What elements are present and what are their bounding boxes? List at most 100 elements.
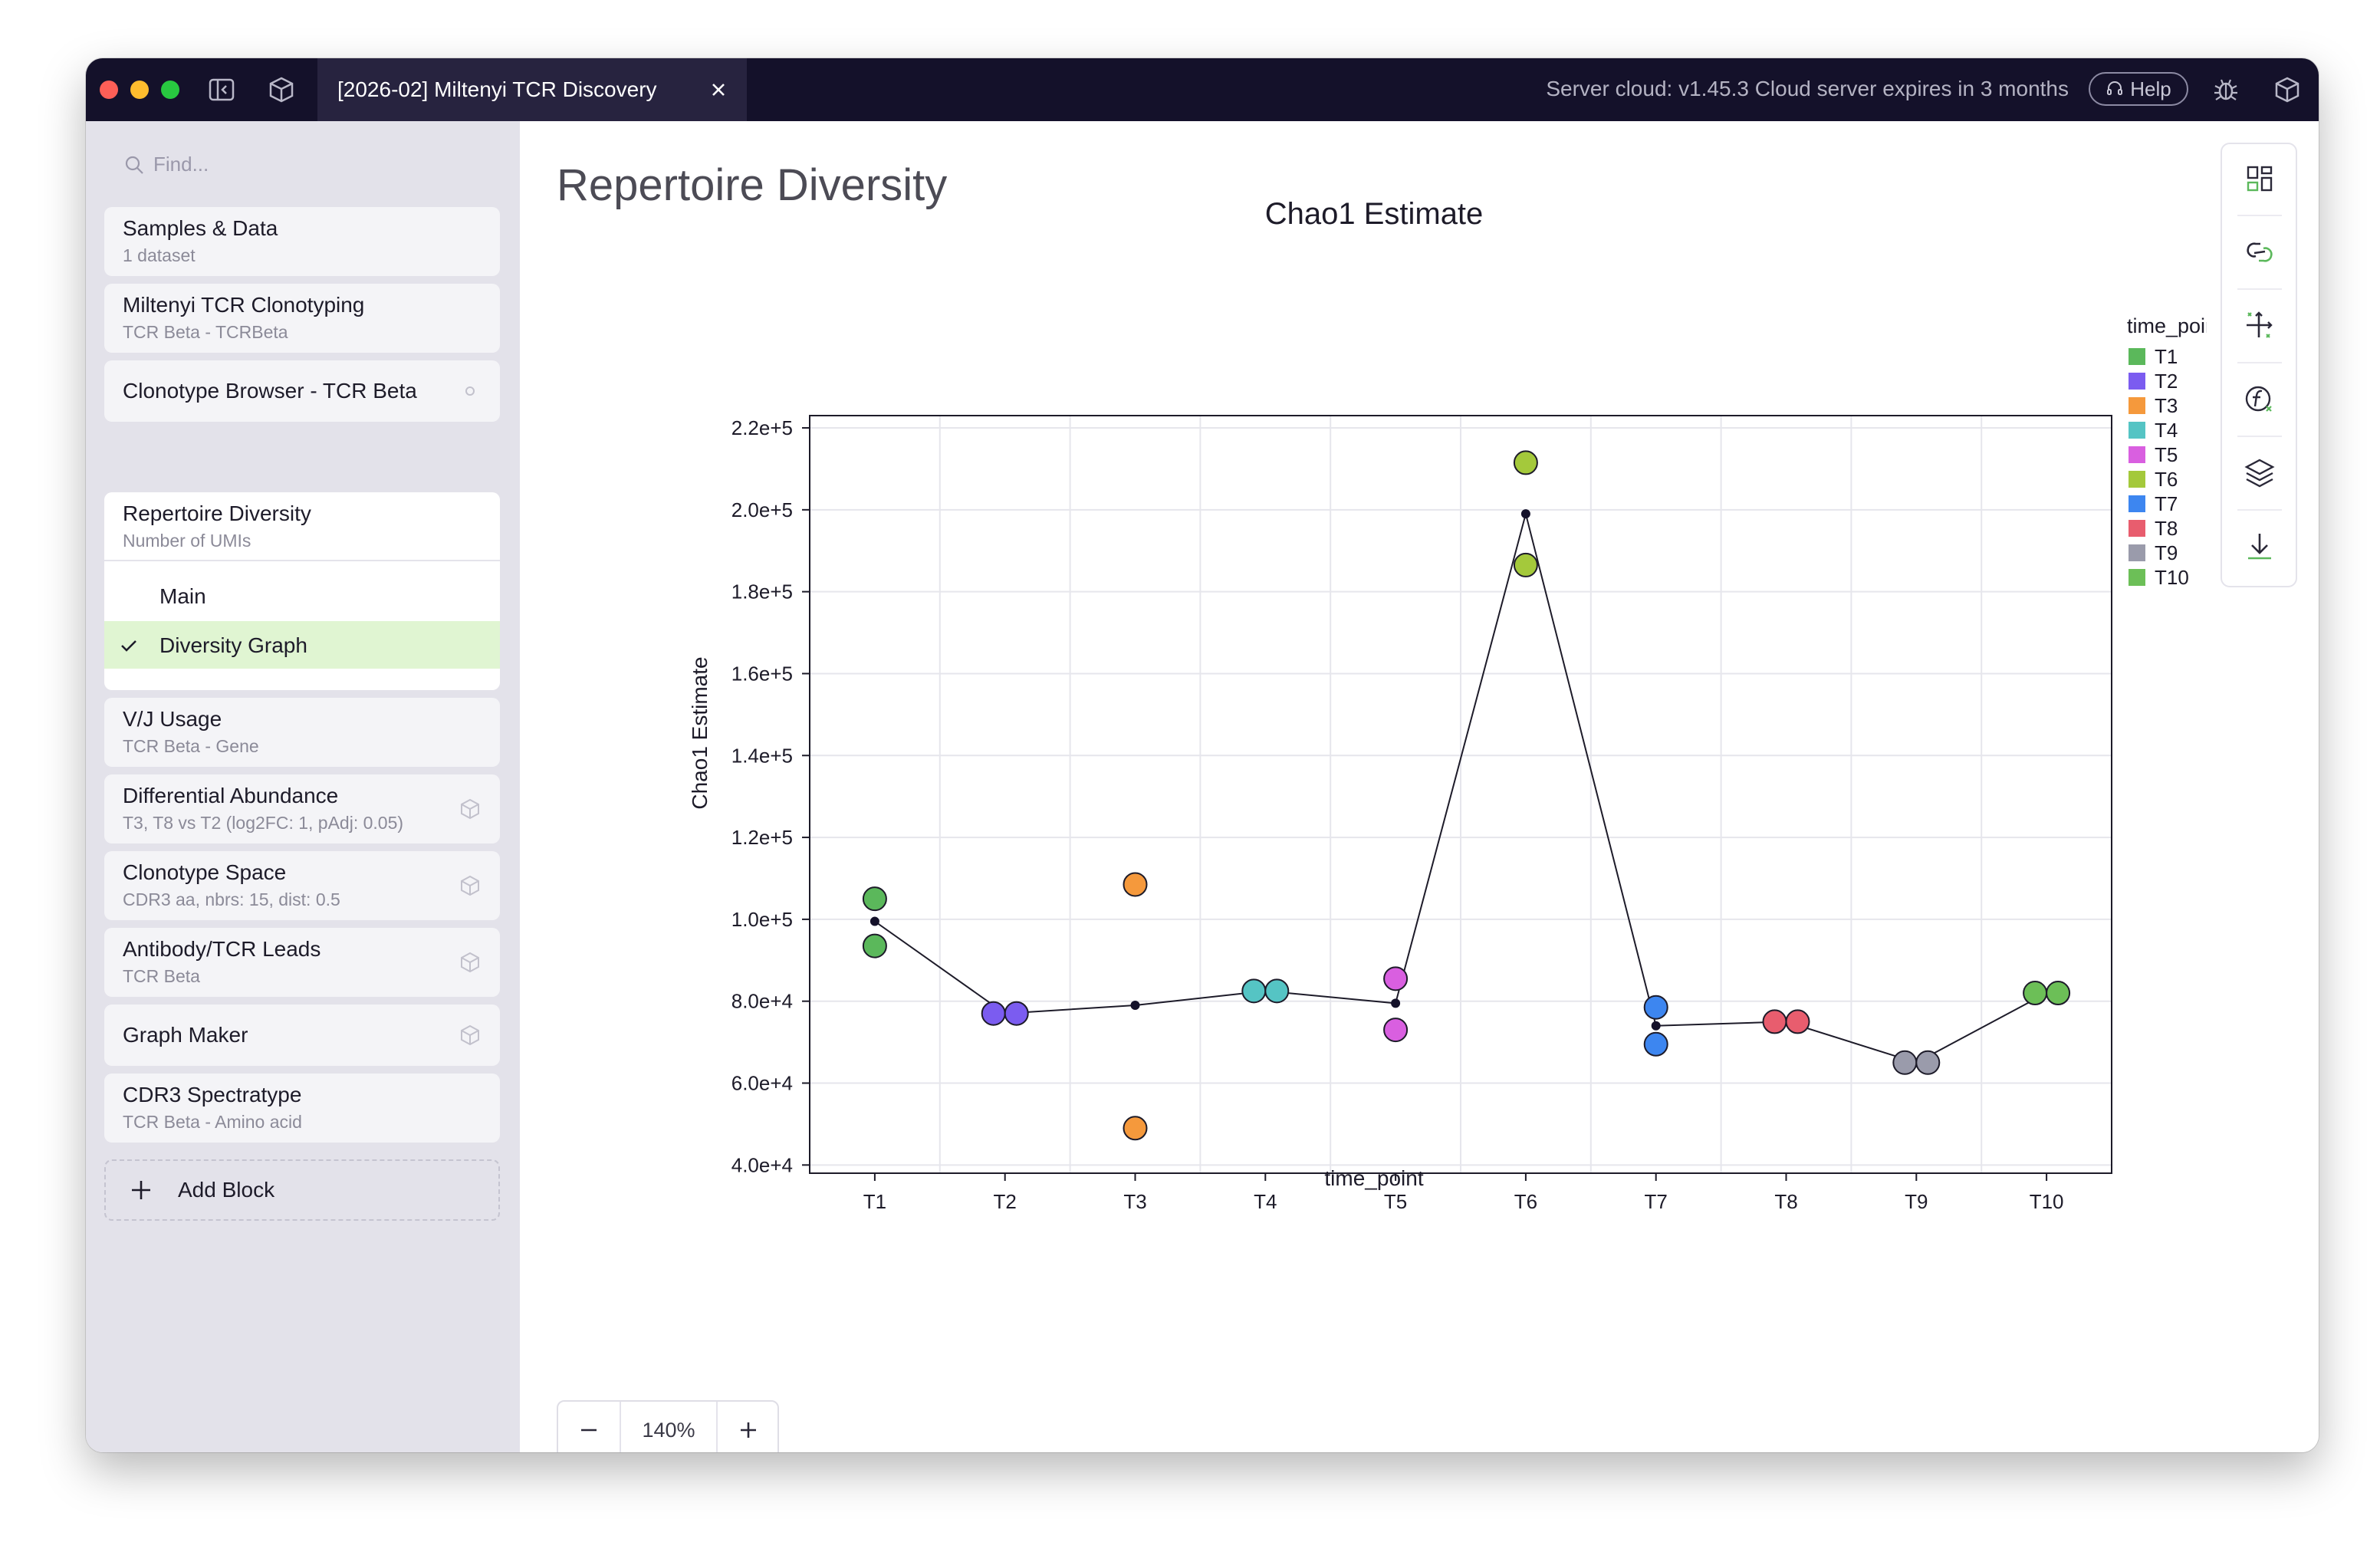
close-tab-icon[interactable] xyxy=(707,78,730,101)
main-content: Repertoire Diversity Chao1 Estimate 4.0e… xyxy=(520,121,2319,1452)
zoom-in-button[interactable] xyxy=(718,1402,779,1452)
mean-marker xyxy=(1651,1021,1661,1031)
chart-ticks: 4.0e+4 6.0e+4 8.0e+4 1.0e+5 1.2e+5 1.4e+5 1.6e… xyxy=(731,416,2064,1213)
x-tick-label: T4 xyxy=(1254,1190,1277,1213)
close-window-button[interactable] xyxy=(100,81,118,99)
y-tick-label: 4.0e+4 xyxy=(731,1153,793,1176)
block-subtitle: T3, T8 vs T2 (log2FC: 1, pAdj: 0.05) xyxy=(123,813,404,833)
data-point-t6 xyxy=(1513,450,1538,475)
mean-marker xyxy=(1520,509,1530,519)
data-point-t4 xyxy=(1241,978,1267,1004)
headset-icon xyxy=(2107,81,2123,95)
y-tick-label: 6.0e+4 xyxy=(731,1072,793,1095)
x-tick-label: T3 xyxy=(1123,1190,1146,1213)
page-title: Repertoire Diversity xyxy=(557,160,948,210)
legend-label: T4 xyxy=(2155,419,2178,442)
maximize-window-button[interactable] xyxy=(161,81,179,99)
data-point-t9 xyxy=(1892,1050,1918,1075)
legend-swatch xyxy=(2129,397,2145,414)
block-clonotype-space[interactable]: Clonotype Space CDR3 aa, nbrs: 15, dist:… xyxy=(104,851,500,920)
block-differential-abundance[interactable]: Differential Abundance T3, T8 vs T2 (log… xyxy=(104,774,500,843)
data-point-t4 xyxy=(1264,978,1290,1004)
mean-line-path xyxy=(874,511,2047,1064)
toolbar-separator xyxy=(2237,436,2282,437)
bug-icon[interactable] xyxy=(2211,75,2240,104)
block-samples-data[interactable]: Samples & Data 1 dataset xyxy=(104,207,500,276)
minimize-window-button[interactable] xyxy=(130,81,149,99)
legend-label: T7 xyxy=(2155,492,2178,515)
block-title: Repertoire Diversity xyxy=(123,501,311,525)
legend-title: time_point xyxy=(2127,314,2207,337)
mean-marker xyxy=(1130,1001,1140,1011)
toolbar-separator xyxy=(2237,509,2282,511)
block-title: Graph Maker xyxy=(123,1023,248,1047)
sidebar: Samples & Data 1 dataset Miltenyi TCR Cl… xyxy=(86,121,520,1452)
data-point-t7 xyxy=(1643,995,1668,1020)
function-icon[interactable] xyxy=(2240,380,2279,419)
status-dot-icon xyxy=(465,386,475,396)
project-tab[interactable]: [2026-02] Miltenyi TCR Discovery xyxy=(317,58,747,121)
data-point-t6 xyxy=(1513,552,1538,577)
help-button[interactable]: Help xyxy=(2089,72,2188,106)
x-tick-label: T7 xyxy=(1645,1190,1668,1213)
project-cube-icon[interactable] xyxy=(267,75,296,104)
y-tick-label: 1.8e+5 xyxy=(731,580,793,603)
block-repertoire-diversity[interactable]: Repertoire Diversity Number of UMIs Main… xyxy=(104,492,500,690)
block-cdr3-spectratype[interactable]: CDR3 Spectratype TCR Beta - Amino acid xyxy=(104,1074,500,1143)
data-point-t1 xyxy=(862,933,887,958)
package-icon[interactable] xyxy=(2273,75,2302,104)
block-vj-usage[interactable]: V/J Usage TCR Beta - Gene xyxy=(104,698,500,767)
add-block-label: Add Block xyxy=(178,1178,275,1202)
y-tick-label: 2.2e+5 xyxy=(731,416,793,439)
block-title: Miltenyi TCR Clonotyping xyxy=(123,293,365,317)
title-bar: [2026-02] Miltenyi TCR Discovery Server … xyxy=(86,58,2319,121)
data-point-t8 xyxy=(1785,1009,1810,1034)
download-icon[interactable] xyxy=(2240,528,2279,566)
legend-swatch xyxy=(2129,348,2145,365)
toolbar-separator xyxy=(2237,362,2282,363)
subitem-label: Diversity Graph xyxy=(159,633,307,657)
data-points xyxy=(862,450,2071,1141)
legend-label: T9 xyxy=(2155,541,2178,564)
block-antibody-tcr-leads[interactable]: Antibody/TCR Leads TCR Beta xyxy=(104,928,500,997)
block-subtitle: TCR Beta - TCRBeta xyxy=(123,322,288,342)
block-subtitle: CDR3 aa, nbrs: 15, dist: 0.5 xyxy=(123,889,340,909)
x-tick-label: T9 xyxy=(1905,1190,1928,1213)
block-clonotype-browser[interactable]: Clonotype Browser - TCR Beta xyxy=(104,360,500,422)
subitem-main[interactable]: Main xyxy=(104,572,500,620)
link-icon[interactable] xyxy=(2240,233,2279,271)
zoom-out-button[interactable] xyxy=(558,1402,620,1452)
data-point-t8 xyxy=(1762,1009,1787,1034)
data-point-t10 xyxy=(2023,981,2048,1006)
y-tick-label: 1.2e+5 xyxy=(731,826,793,849)
legend-label: T6 xyxy=(2155,468,2178,491)
block-tcr-clonotyping[interactable]: Miltenyi TCR Clonotyping TCR Beta - TCRB… xyxy=(104,284,500,353)
legend-swatch xyxy=(2129,520,2145,537)
layers-icon[interactable] xyxy=(2240,454,2279,492)
tab-title: [2026-02] Miltenyi TCR Discovery xyxy=(337,77,657,101)
add-block-button[interactable]: Add Block xyxy=(104,1159,500,1221)
axes-icon[interactable] xyxy=(2240,307,2279,345)
data-point-t10 xyxy=(2046,981,2071,1006)
block-title: Antibody/TCR Leads xyxy=(123,937,321,961)
x-axis-label: time_point xyxy=(1324,1166,1423,1190)
subitem-label: Main xyxy=(159,584,206,608)
y-tick-label: 1.4e+5 xyxy=(731,744,793,767)
toggle-sidebar-icon[interactable] xyxy=(207,75,236,104)
subitem-diversity-graph[interactable]: Diversity Graph xyxy=(104,621,500,669)
toolbar-separator xyxy=(2237,215,2282,216)
block-graph-maker[interactable]: Graph Maker xyxy=(104,1005,500,1066)
search-input[interactable] xyxy=(152,152,385,177)
legend-label: T10 xyxy=(2155,566,2189,589)
search-box[interactable] xyxy=(123,152,385,177)
legend-swatch xyxy=(2129,422,2145,439)
layout-grid-icon[interactable] xyxy=(2240,159,2279,198)
cube-icon xyxy=(461,952,479,973)
x-tick-label: T5 xyxy=(1384,1190,1407,1213)
chart-title: Chao1 Estimate xyxy=(1265,197,1484,231)
legend-swatch xyxy=(2129,471,2145,488)
mean-marker xyxy=(1391,998,1401,1008)
block-title: V/J Usage xyxy=(123,707,222,731)
block-header[interactable]: Repertoire Diversity Number of UMIs xyxy=(104,492,500,561)
x-tick-label: T1 xyxy=(863,1190,886,1213)
